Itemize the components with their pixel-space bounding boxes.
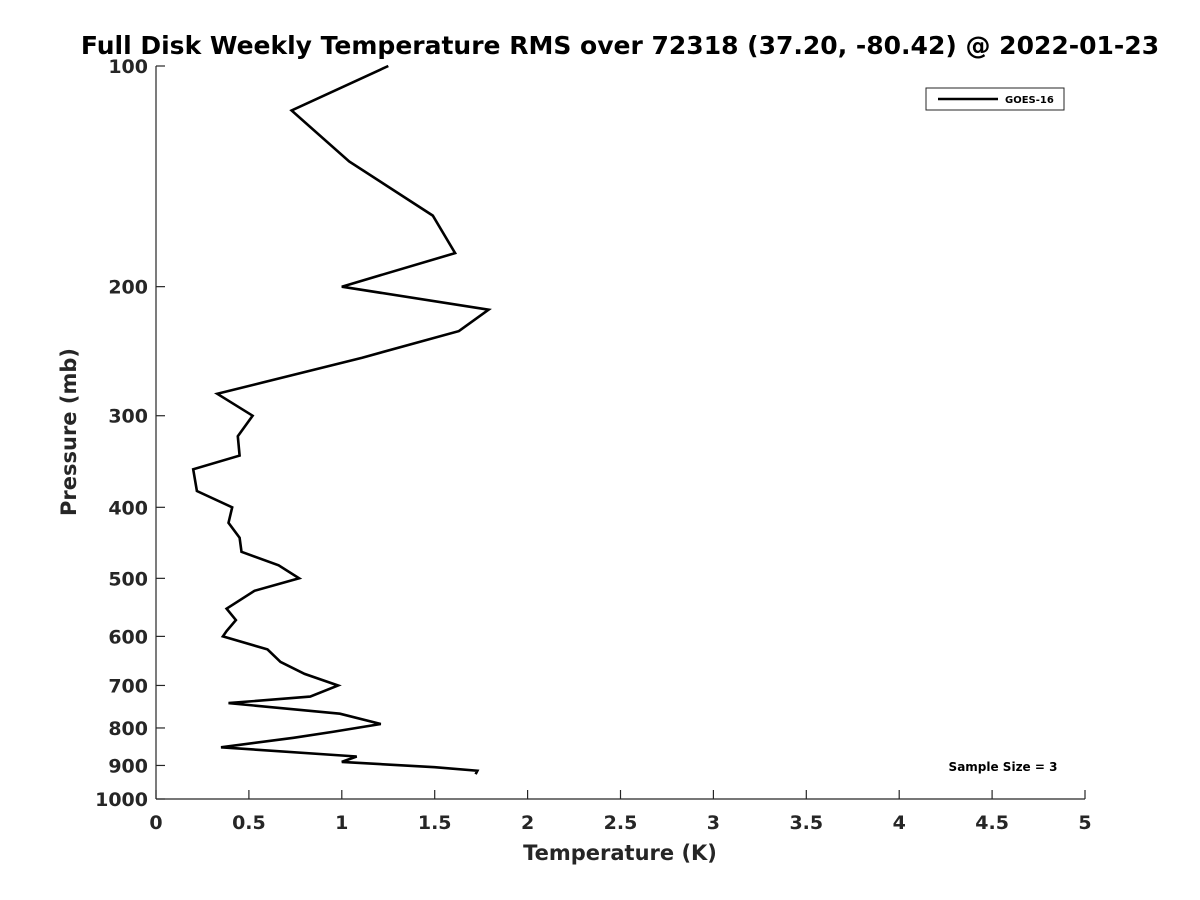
x-tick-label: 2.5 — [604, 812, 638, 834]
series-line-goes-16 — [191, 64, 492, 775]
x-tick-label: 3.5 — [789, 812, 823, 834]
series-layer — [191, 64, 492, 775]
y-tick-label: 800 — [108, 718, 148, 740]
x-tick-label: 1.5 — [418, 812, 452, 834]
x-axis-label: Temperature (K) — [523, 841, 717, 865]
x-tick-label: 4 — [893, 812, 906, 834]
y-tick-label: 400 — [108, 497, 148, 519]
y-tick-label: 900 — [108, 755, 148, 777]
x-ticks: 0 0.5 1 1.5 2 2.5 3 3.5 4 4.5 5 — [149, 790, 1092, 834]
y-axis-label: Pressure (mb) — [57, 348, 81, 516]
y-tick-label: 100 — [108, 56, 148, 78]
x-tick-label: 0 — [149, 812, 162, 834]
x-tick-label: 3 — [707, 812, 720, 834]
chart-title: Full Disk Weekly Temperature RMS over 72… — [81, 31, 1159, 60]
sample-size-annotation: Sample Size = 3 — [949, 760, 1058, 774]
x-tick-label: 4.5 — [975, 812, 1009, 834]
x-tick-label: 1 — [335, 812, 348, 834]
y-tick-label: 500 — [108, 568, 148, 590]
y-tick-label: 1000 — [95, 789, 148, 811]
legend-label: GOES-16 — [1005, 95, 1054, 106]
y-ticks: 100 200 300 400 500 600 700 800 900 1000 — [95, 56, 165, 811]
y-tick-label: 700 — [108, 675, 148, 697]
y-tick-label: 200 — [108, 277, 148, 299]
x-tick-label: 0.5 — [232, 812, 266, 834]
x-tick-label: 2 — [521, 812, 534, 834]
y-tick-label: 300 — [108, 406, 148, 428]
x-tick-label: 5 — [1078, 812, 1091, 834]
legend: GOES-16 — [925, 87, 1065, 111]
y-tick-label: 600 — [108, 626, 148, 648]
